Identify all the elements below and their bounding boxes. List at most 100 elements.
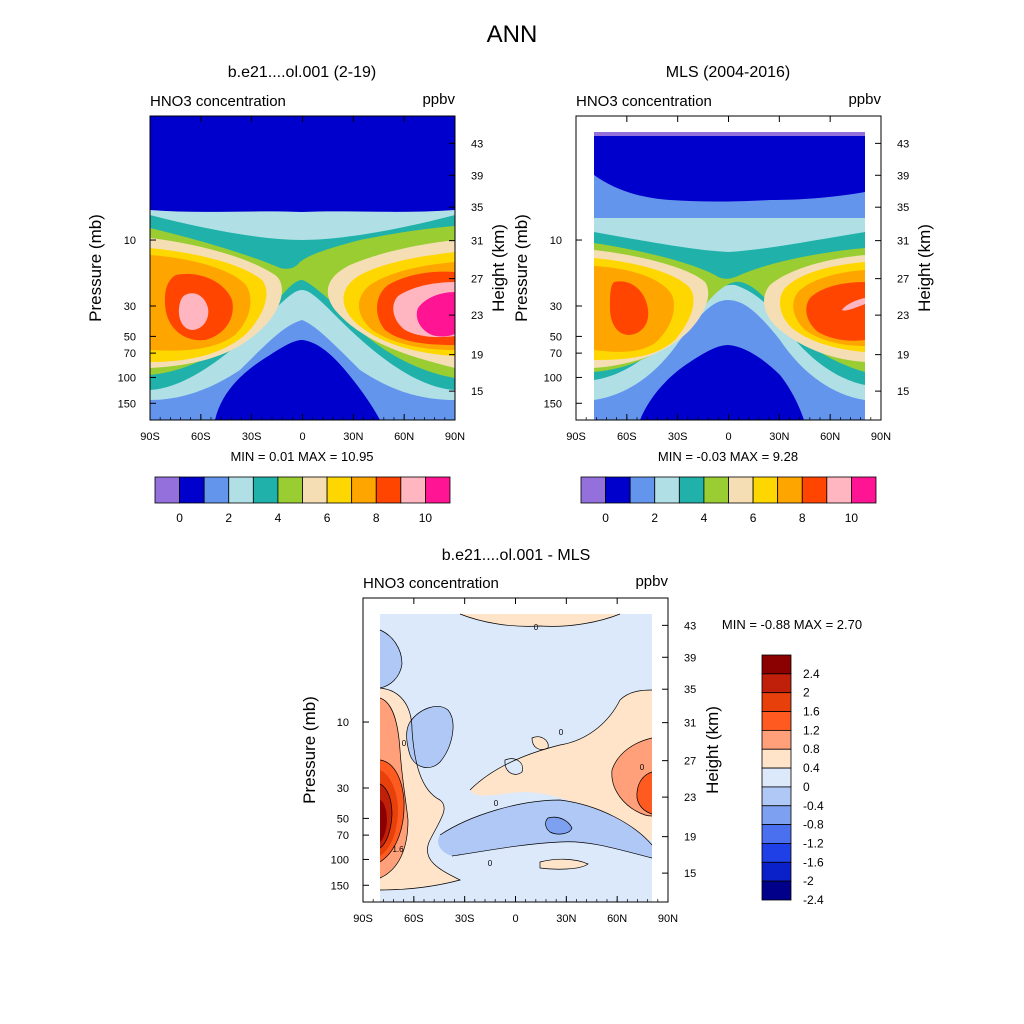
left-label: HNO3 concentration (363, 575, 499, 592)
band-bottom-blue (215, 340, 380, 420)
x-axis: 90S 60S 30S 0 30N 60N 90N (140, 116, 465, 443)
panel-model: b.e21....ol.001 (2-19) HNO3 concentratio… (86, 64, 508, 525)
band-lower-negative (438, 800, 652, 858)
x-tick-label: 90N (445, 431, 465, 443)
y2-tick-label: 31 (471, 236, 483, 248)
y-axis: 10 30 50 70 100 150 43 39 35 31 27 23 19 15 (544, 138, 910, 410)
band-top-positive (460, 614, 620, 627)
min-max-text: MIN = -0.03 MAX = 9.28 (658, 449, 798, 464)
y-tick-label: 100 (331, 854, 349, 866)
x-tick-label: 60S (404, 913, 424, 925)
x-tick-label: 30N (343, 431, 363, 443)
colorbar-swatch (761, 673, 792, 694)
band-left-red-5 (380, 800, 387, 842)
right-label: ppbv (635, 573, 668, 590)
colorbar-swatch (203, 476, 230, 504)
colorbar-label: 8 (799, 511, 806, 525)
colorbar-label: 6 (750, 511, 757, 525)
y2-tick-label: 31 (897, 236, 909, 248)
y-axis: 10 30 50 70 100 150 43 39 35 31 27 23 19 15 (118, 138, 484, 410)
band-orange (594, 266, 865, 352)
x-tick-label: 30N (556, 913, 576, 925)
y-tick-label: 70 (550, 348, 562, 360)
y2-tick-label: 39 (471, 170, 483, 182)
panel-title: b.e21....ol.001 - MLS (442, 547, 591, 564)
colorbar-swatch (777, 476, 803, 504)
colorbar-swatch (761, 692, 792, 712)
colorbar-swatch (761, 748, 792, 769)
colorbar-swatch (326, 476, 353, 504)
colorbar-swatch (761, 729, 792, 750)
band-right-red (636, 772, 652, 814)
x-tick-label: 30N (769, 431, 789, 443)
colorbar-label: 0.4 (803, 761, 820, 775)
band-lower-negative-2 (545, 817, 572, 835)
y2-tick-label: 35 (897, 202, 909, 214)
x-tick-label: 90N (658, 913, 678, 925)
colorbar-label: -0.4 (803, 799, 824, 813)
y2-tick-label: 27 (471, 274, 483, 286)
x-tick-label: 60N (394, 431, 414, 443)
colorbar-swatch (761, 767, 792, 788)
colorbar-swatch (752, 476, 779, 504)
contour-label: 0 (534, 623, 539, 632)
y-tick-label: 30 (124, 301, 136, 313)
y2-tick-label: 43 (897, 138, 909, 150)
x-tick-label: 60N (607, 913, 627, 925)
colorbar-swatch (851, 476, 877, 504)
y2-tick-label: 39 (897, 170, 909, 182)
y-tick-label: 10 (550, 235, 562, 247)
contour-label: 1.6 (392, 845, 404, 854)
colorbar-label: -1.2 (803, 836, 824, 850)
band-mid-negative (406, 706, 454, 768)
x-tick-label: 60S (191, 431, 211, 443)
min-max-text: MIN = -0.88 MAX = 2.70 (722, 617, 862, 632)
band-pink-tip (842, 298, 865, 311)
right-label: ppbv (422, 91, 455, 108)
y2-axis-label: Height (km) (703, 706, 722, 794)
colorbar-swatch (761, 805, 792, 826)
contour-label: 0 (559, 728, 564, 737)
y2-tick-label: 23 (684, 792, 696, 804)
colorbar-swatch (580, 476, 606, 504)
y-tick-label: 30 (337, 783, 349, 795)
y-tick-label: 50 (337, 813, 349, 825)
colorbar-swatch (277, 476, 303, 504)
colorbar-label: 2 (225, 511, 232, 525)
colorbar-label: 4 (275, 511, 282, 525)
colorbar-label: 1.2 (803, 723, 820, 737)
x-tick-label: 90S (140, 431, 160, 443)
colorbar-swatch (761, 843, 792, 863)
min-max-text: MIN = 0.01 MAX = 10.95 (230, 449, 373, 464)
x-tick-label: 0 (725, 431, 731, 443)
y-tick-label: 30 (550, 301, 562, 313)
colorbar-label: 0 (176, 511, 183, 525)
y2-tick-label: 35 (684, 684, 696, 696)
x-axis: 90S 60S 30S 0 30N 60N 90N (566, 116, 891, 443)
y-tick-label: 100 (118, 372, 136, 384)
colorbar-swatch (605, 476, 631, 504)
y-axis-label: Pressure (mb) (512, 214, 531, 322)
band-orange (150, 255, 455, 351)
colorbar-swatch (351, 476, 377, 504)
y2-axis-label: Height (km) (489, 224, 508, 312)
colorbar-label: 6 (324, 511, 331, 525)
y-tick-label: 10 (337, 717, 349, 729)
contour-fill (594, 132, 865, 420)
y2-tick-label: 15 (897, 386, 909, 398)
contour-label: 0 (488, 859, 493, 868)
x-tick-label: 30S (242, 431, 262, 443)
y-tick-label: 100 (544, 372, 562, 384)
band-top-blue (150, 116, 455, 212)
colorbar-swatch (826, 476, 852, 504)
colorbar-label: -2 (803, 874, 814, 888)
x-tick-label: 90S (353, 913, 373, 925)
x-axis: 90S 60S 30S 0 30N 60N 90N (353, 598, 678, 925)
x-tick-label: 90N (871, 431, 891, 443)
right-label: ppbv (848, 91, 881, 108)
y2-tick-label: 19 (684, 832, 696, 844)
y2-tick-label: 31 (684, 718, 696, 730)
y-axis: 10 30 50 70 100 150 43 39 35 31 27 23 19 15 (331, 620, 697, 892)
colorbar-label: 0 (803, 780, 810, 794)
colorbar-swatch (154, 476, 180, 504)
